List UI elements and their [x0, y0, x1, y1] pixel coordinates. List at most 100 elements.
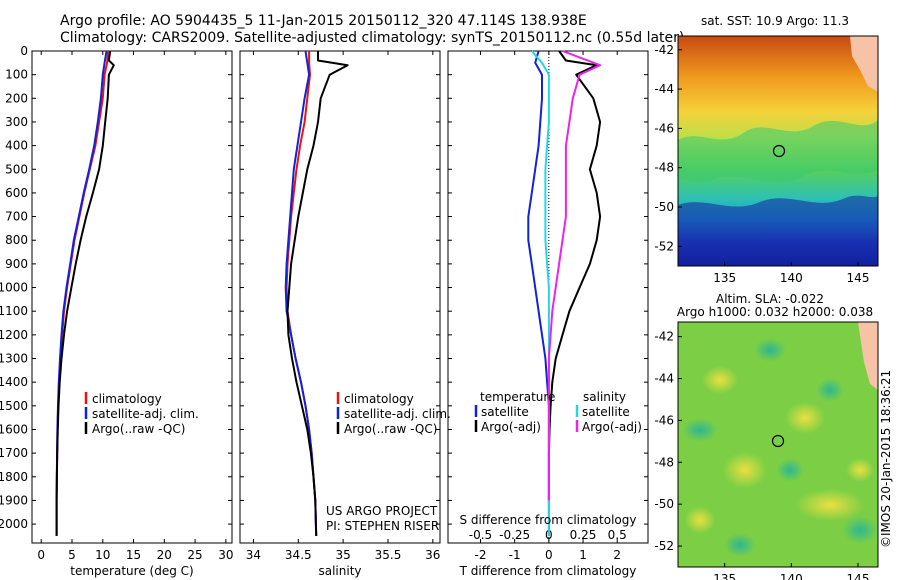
map-x-tick-label: 135 [713, 572, 736, 580]
x-axes: 0 5 10 15 20 25 30 34 34.5 35 35.5 36 -2 -1 0 1 2 -0.5 -0.… [37, 51, 627, 562]
x-tick-label: 10 [95, 548, 110, 562]
series-line-satellite-adj-clim [284, 50, 318, 536]
legend-label-t-satellite: satellite [481, 405, 529, 419]
legend-group-temperature: temperature [480, 390, 555, 404]
project-credit-line-2: PI: STEPHEN RISER [326, 519, 439, 533]
depth-tick-label: 900 [5, 257, 28, 271]
depth-axis: 0 100 200 300 400 500 600 700 800 900 1000 1100 1200… [0, 44, 648, 531]
depth-tick-label: 1900 [0, 493, 28, 507]
salinity-panel-frame [239, 50, 441, 544]
x-tick-label: 2 [613, 548, 621, 562]
s-diff-tick-label: -0.25 [499, 528, 530, 542]
legend-label-climatology: climatology [92, 392, 162, 406]
x-tick-label: 0 [545, 548, 553, 562]
series-line-salinity-argo-adj [547, 50, 602, 501]
difference-panel-frame [447, 50, 649, 544]
depth-tick-label: 300 [5, 115, 28, 129]
legend-group-salinity: salinity [583, 390, 626, 404]
legend-label-argo: Argo(..raw -QC) [92, 422, 185, 436]
legend-label-satellite: satellite-adj. clim. [92, 407, 199, 421]
sla-map-image [678, 322, 878, 567]
x-tick-label: 35 [335, 548, 350, 562]
map-x-tick-label: 135 [713, 271, 736, 285]
depth-tick-label: 1700 [0, 446, 28, 460]
legend-label-satellite: satellite-adj. clim. [344, 407, 451, 421]
temperature-legend: climatology satellite-adj. clim. Argo(..… [84, 392, 199, 436]
x-tick-label: 36 [425, 548, 440, 562]
depth-tick-label: 600 [5, 186, 28, 200]
depth-tick-label: 1400 [0, 375, 28, 389]
map-y-tick-label: -44 [654, 82, 674, 96]
legend-label-climatology: climatology [344, 392, 414, 406]
x-tick-label: -1 [509, 548, 521, 562]
s-diff-tick-label: -0.5 [469, 528, 492, 542]
series-line-argo-raw-qc [286, 51, 349, 536]
sst-map-frame [677, 35, 879, 267]
t-difference-axis-label: T difference from climatology [459, 564, 637, 578]
depth-tick-label: 1500 [0, 399, 28, 413]
sla-map-axes: 135 140 145 -42 -44 -46 -48 -50 -52 [654, 330, 869, 580]
depth-tick-label: 800 [5, 233, 28, 247]
depth-tick-label: 1800 [0, 470, 28, 484]
x-tick-label: 0 [37, 548, 45, 562]
depth-tick-label: 1200 [0, 328, 28, 342]
depth-tick-label: 1100 [0, 304, 28, 318]
map-y-tick-label: -46 [654, 413, 674, 427]
legend-label-s-argo: Argo(-adj) [582, 420, 642, 434]
map-y-tick-label: -42 [654, 330, 674, 344]
depth-tick-label: 100 [5, 68, 28, 82]
sla-map-frame [677, 321, 879, 568]
x-tick-label: 34.5 [285, 548, 312, 562]
difference-legend: temperature satellite Argo(-adj) salinit… [474, 390, 642, 434]
depth-tick-label: 500 [5, 162, 28, 176]
salinity-legend: climatology satellite-adj. clim. Argo(..… [336, 392, 451, 436]
title-line-2: Climatology: CARS2009. Satellite-adjuste… [60, 30, 684, 46]
project-credit-line-1: US ARGO PROJECT [326, 504, 438, 518]
map-y-tick-label: -44 [654, 372, 674, 386]
map-y-tick-label: -46 [654, 121, 674, 135]
argo-float-marker-sla [771, 434, 785, 448]
x-tick-label: 35.5 [375, 548, 402, 562]
legend-label-t-argo: Argo(-adj) [481, 420, 541, 434]
depth-tick-label: 2000 [0, 517, 28, 531]
sst-map-image [678, 36, 878, 266]
x-tick-label: 20 [157, 548, 172, 562]
map-y-tick-label: -50 [654, 200, 674, 214]
map-x-tick-label: 140 [780, 572, 803, 580]
x-tick-label: 25 [187, 548, 202, 562]
x-tick-label: 34 [246, 548, 261, 562]
sla-map-title: Altim. SLA: -0.022 [716, 292, 824, 306]
sst-map-axes: 135 140 145 -42 -44 -46 -48 -50 -52 [654, 43, 869, 285]
s-diff-tick-label: 0.5 [608, 528, 627, 542]
map-x-tick-label: 140 [780, 271, 803, 285]
depth-tick-label: 200 [5, 91, 28, 105]
temperature-panel-frame [31, 50, 233, 544]
series-line-temperature-satellite [527, 50, 550, 536]
salinity-axis-label: salinity [318, 564, 361, 578]
argo-float-marker-sst [772, 144, 786, 158]
s-diff-tick-label: 0.25 [570, 528, 597, 542]
map-y-tick-label: -52 [654, 239, 674, 253]
depth-tick-label: 1600 [0, 422, 28, 436]
x-tick-label: 15 [126, 548, 141, 562]
sla-map-subtitle: Argo h1000: 0.032 h2000: 0.038 [677, 305, 873, 319]
depth-tick-label: 1300 [0, 352, 28, 366]
legend-label-s-satellite: satellite [582, 405, 630, 419]
x-tick-label: 30 [218, 548, 233, 562]
x-tick-label: -2 [474, 548, 486, 562]
series-line-climatology [55, 50, 110, 536]
legend-label-argo: Argo(..raw -QC) [344, 422, 437, 436]
profile-series [55, 50, 602, 536]
depth-tick-label: 400 [5, 139, 28, 153]
x-tick-label: 5 [68, 548, 76, 562]
map-y-tick-label: -52 [654, 539, 674, 553]
map-x-tick-label: 145 [847, 572, 870, 580]
map-y-tick-label: -50 [654, 497, 674, 511]
map-y-tick-label: -48 [654, 455, 674, 469]
depth-tick-label: 0 [20, 44, 28, 58]
depth-tick-label: 700 [5, 210, 28, 224]
map-y-tick-label: -48 [654, 161, 674, 175]
x-tick-label: 1 [579, 548, 587, 562]
sst-map-title: sat. SST: 10.9 Argo: 11.3 [701, 14, 849, 28]
